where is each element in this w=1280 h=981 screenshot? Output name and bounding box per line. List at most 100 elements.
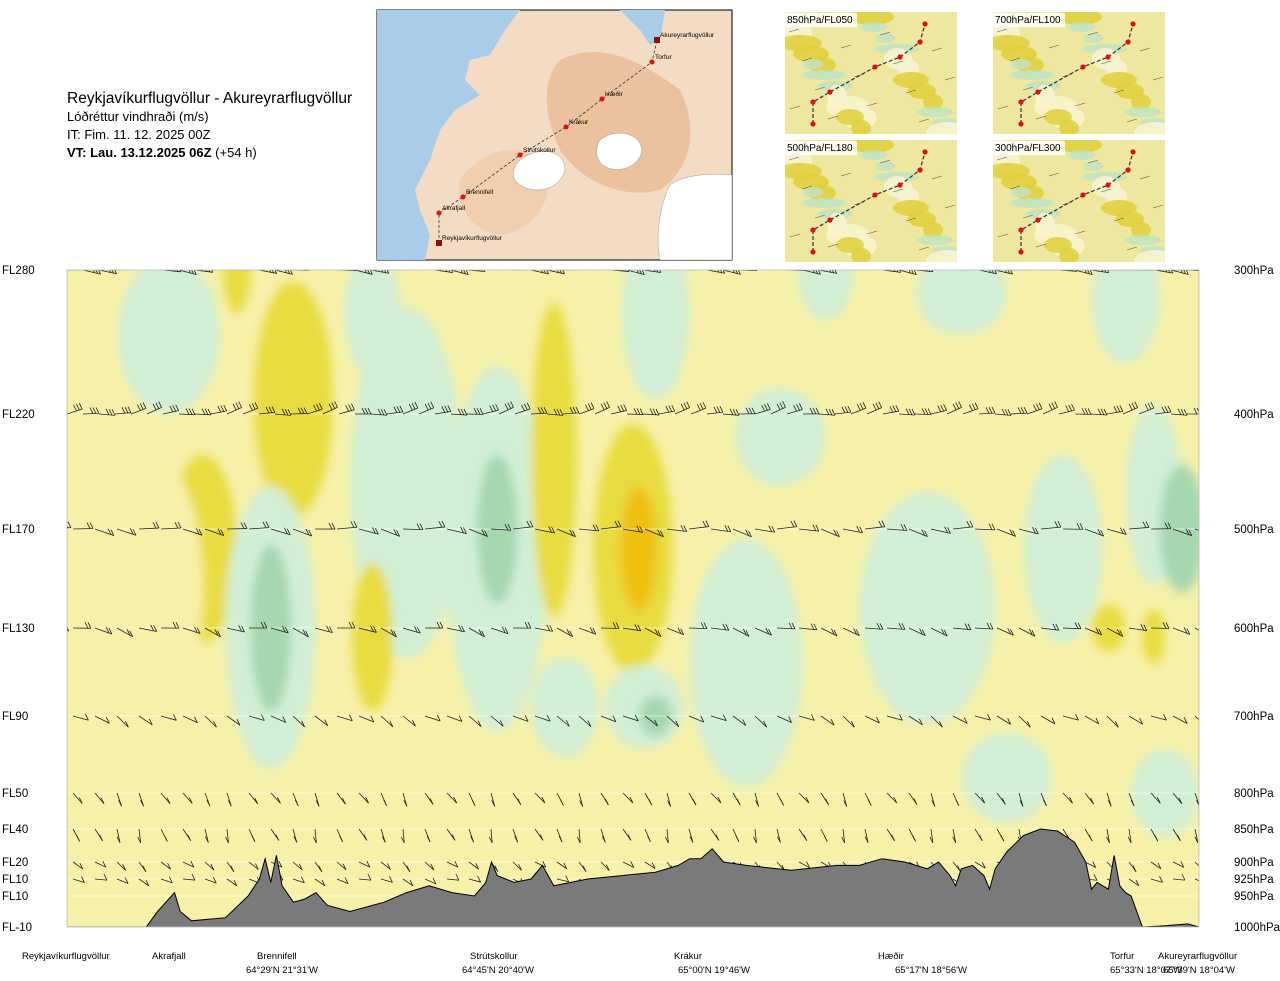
- wind-barb: [754, 828, 757, 843]
- wind-barb-tick: [1000, 834, 1005, 842]
- wind-barb-tick: [1052, 623, 1057, 630]
- wind-barb-tick: [1020, 264, 1023, 270]
- map-waypoint-label: Strútskollur: [523, 147, 556, 154]
- wind-barb-tick: [473, 408, 478, 415]
- wind-barb-tick: [859, 526, 863, 533]
- wind-barb: [706, 411, 723, 415]
- panel-waypoint: [1018, 121, 1024, 127]
- wind-barb-tick: [780, 799, 784, 806]
- wind-barb-tick: [315, 800, 320, 807]
- wind-barb-tick: [812, 524, 817, 531]
- wind-barb-tick: [1119, 527, 1124, 534]
- wind-barb-tick: [833, 629, 838, 637]
- wind-barb-tick: [484, 530, 488, 537]
- wind-barb: [94, 878, 107, 881]
- wind-barb-tick: [607, 261, 610, 267]
- panel-barb: [996, 156, 1008, 161]
- wind-barb: [380, 878, 393, 883]
- wind-barb: [403, 270, 405, 271]
- contour-region-strong_down: [620, 486, 657, 612]
- wind-barb: [610, 410, 627, 415]
- wind-barb-tick: [855, 629, 860, 636]
- wind-barb-tick: [921, 629, 926, 636]
- wind-barb: [162, 410, 179, 415]
- wind-barb: [1194, 878, 1199, 882]
- wind-barb: [424, 715, 441, 722]
- wind-barb-tick: [174, 521, 179, 529]
- wind-barb-tick: [828, 408, 833, 416]
- wind-barb-tick: [527, 621, 532, 629]
- wind-barb-tick: [986, 622, 991, 630]
- wind-barb-tick: [167, 863, 171, 870]
- wind-barb-tick: [1128, 403, 1133, 411]
- wind-barb-tick: [1106, 270, 1110, 273]
- wind-barb-tick: [1007, 627, 1012, 635]
- wind-barb: [974, 792, 985, 804]
- wind-barb: [490, 828, 493, 843]
- wind-barb-tick: [63, 401, 66, 407]
- wind-barb-tick: [649, 408, 654, 415]
- wind-barb-tick: [142, 402, 147, 409]
- wind-barb-tick: [148, 718, 153, 726]
- wind-barb-tick: [284, 408, 289, 416]
- wind-barb-tick: [1180, 270, 1183, 274]
- wind-barb-tick: [408, 404, 413, 411]
- wind-barb-tick: [441, 520, 446, 528]
- wind-barb-tick: [700, 622, 705, 629]
- wind-barb-tick: [882, 261, 885, 267]
- wind-barb-tick: [1144, 404, 1149, 411]
- wind-barb-tick: [1165, 622, 1170, 629]
- waypoint-label: Akrafjall: [152, 951, 186, 962]
- waypoint-label: Torfur: [1110, 951, 1134, 962]
- wind-barb-tick: [191, 873, 196, 881]
- wind-barb-tick: [627, 834, 632, 841]
- panel-field: [1011, 187, 1031, 197]
- fl-label: FL130: [2, 623, 35, 635]
- wind-barb-tick: [411, 402, 416, 410]
- wind-barb-tick: [328, 522, 333, 530]
- contour-region-weak_up: [1023, 454, 1103, 643]
- wind-barb-tick: [829, 270, 832, 273]
- wind-barb-tick: [815, 524, 820, 532]
- wind-barb-tick: [1088, 834, 1093, 842]
- wind-barb-tick: [562, 270, 565, 275]
- wind-barb-tick: [447, 405, 452, 412]
- wind-barb: [72, 861, 84, 870]
- wind-barb-tick: [436, 621, 441, 629]
- wind-barb-tick: [1089, 270, 1093, 275]
- wind-barb: [908, 715, 923, 726]
- wind-barb: [227, 270, 229, 271]
- wind-barb-tick: [400, 836, 405, 844]
- wind-barb-tick: [1147, 402, 1152, 410]
- wind-barb: [204, 878, 217, 884]
- wind-barb-tick: [1004, 408, 1009, 416]
- wind-barb-tick: [283, 527, 288, 535]
- wind-barb: [98, 270, 117, 275]
- wind-barb-tick: [1051, 717, 1056, 725]
- wind-barb-tick: [301, 720, 306, 728]
- fl-label: FL-10: [2, 922, 32, 934]
- wind-barb-tick: [1052, 262, 1055, 268]
- wind-barb-tick: [847, 263, 850, 269]
- wind-barb-tick: [1208, 631, 1211, 637]
- wind-barb-tick: [152, 522, 157, 529]
- wind-barb-tick: [639, 270, 642, 275]
- wind-barb-tick: [258, 263, 261, 269]
- wind-barb-tick: [680, 403, 685, 411]
- wind-barb-tick: [1035, 527, 1039, 535]
- wind-barb-tick: [429, 798, 434, 805]
- wind-barb: [270, 715, 286, 723]
- wind-barb-tick: [844, 263, 847, 269]
- wind-barb-tick: [656, 270, 659, 273]
- wind-barb-tick: [892, 405, 897, 412]
- wind-barb: [338, 409, 355, 415]
- wind-barb-tick: [193, 626, 198, 633]
- panel-waypoint: [1018, 227, 1024, 233]
- waypoint-marker: [460, 194, 466, 200]
- wind-barb: [450, 413, 467, 416]
- wind-barb-tick: [396, 530, 400, 537]
- panel-label-bg: [785, 141, 857, 155]
- wind-barb-tick: [895, 405, 900, 412]
- wind-barb-tick: [208, 270, 211, 273]
- airport-marker: [436, 240, 442, 246]
